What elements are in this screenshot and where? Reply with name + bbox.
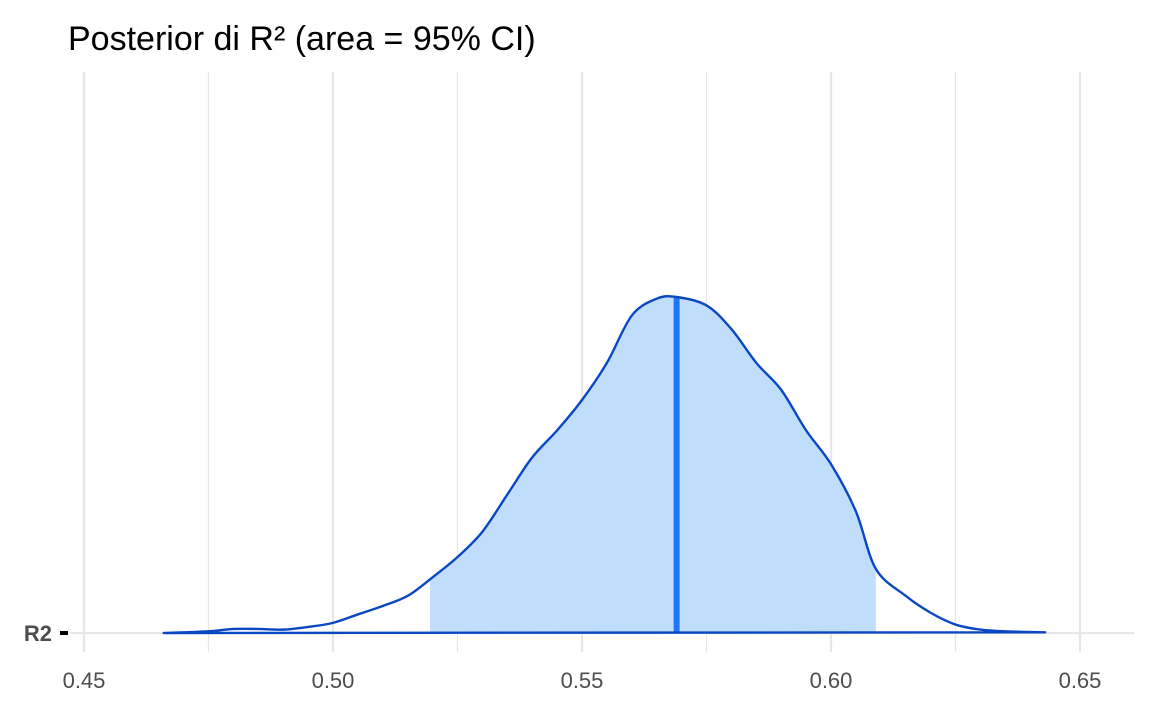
- x-tick-label: 0.55: [561, 668, 604, 693]
- chart-title: Posterior di R² (area = 95% CI): [68, 20, 536, 58]
- x-tick-label: 0.50: [312, 668, 355, 693]
- density-series: [162, 295, 1047, 635]
- x-tick-label: 0.65: [1059, 668, 1102, 693]
- x-tick-label: 0.60: [810, 668, 853, 693]
- x-tick-label: 0.45: [63, 668, 106, 693]
- y-tick-label: R2: [24, 621, 52, 646]
- density-curve: [162, 295, 1047, 635]
- axes: 0.45 0.50 0.55 0.60 0.65 R2: [24, 621, 1102, 693]
- ci-95-area: [429, 296, 876, 633]
